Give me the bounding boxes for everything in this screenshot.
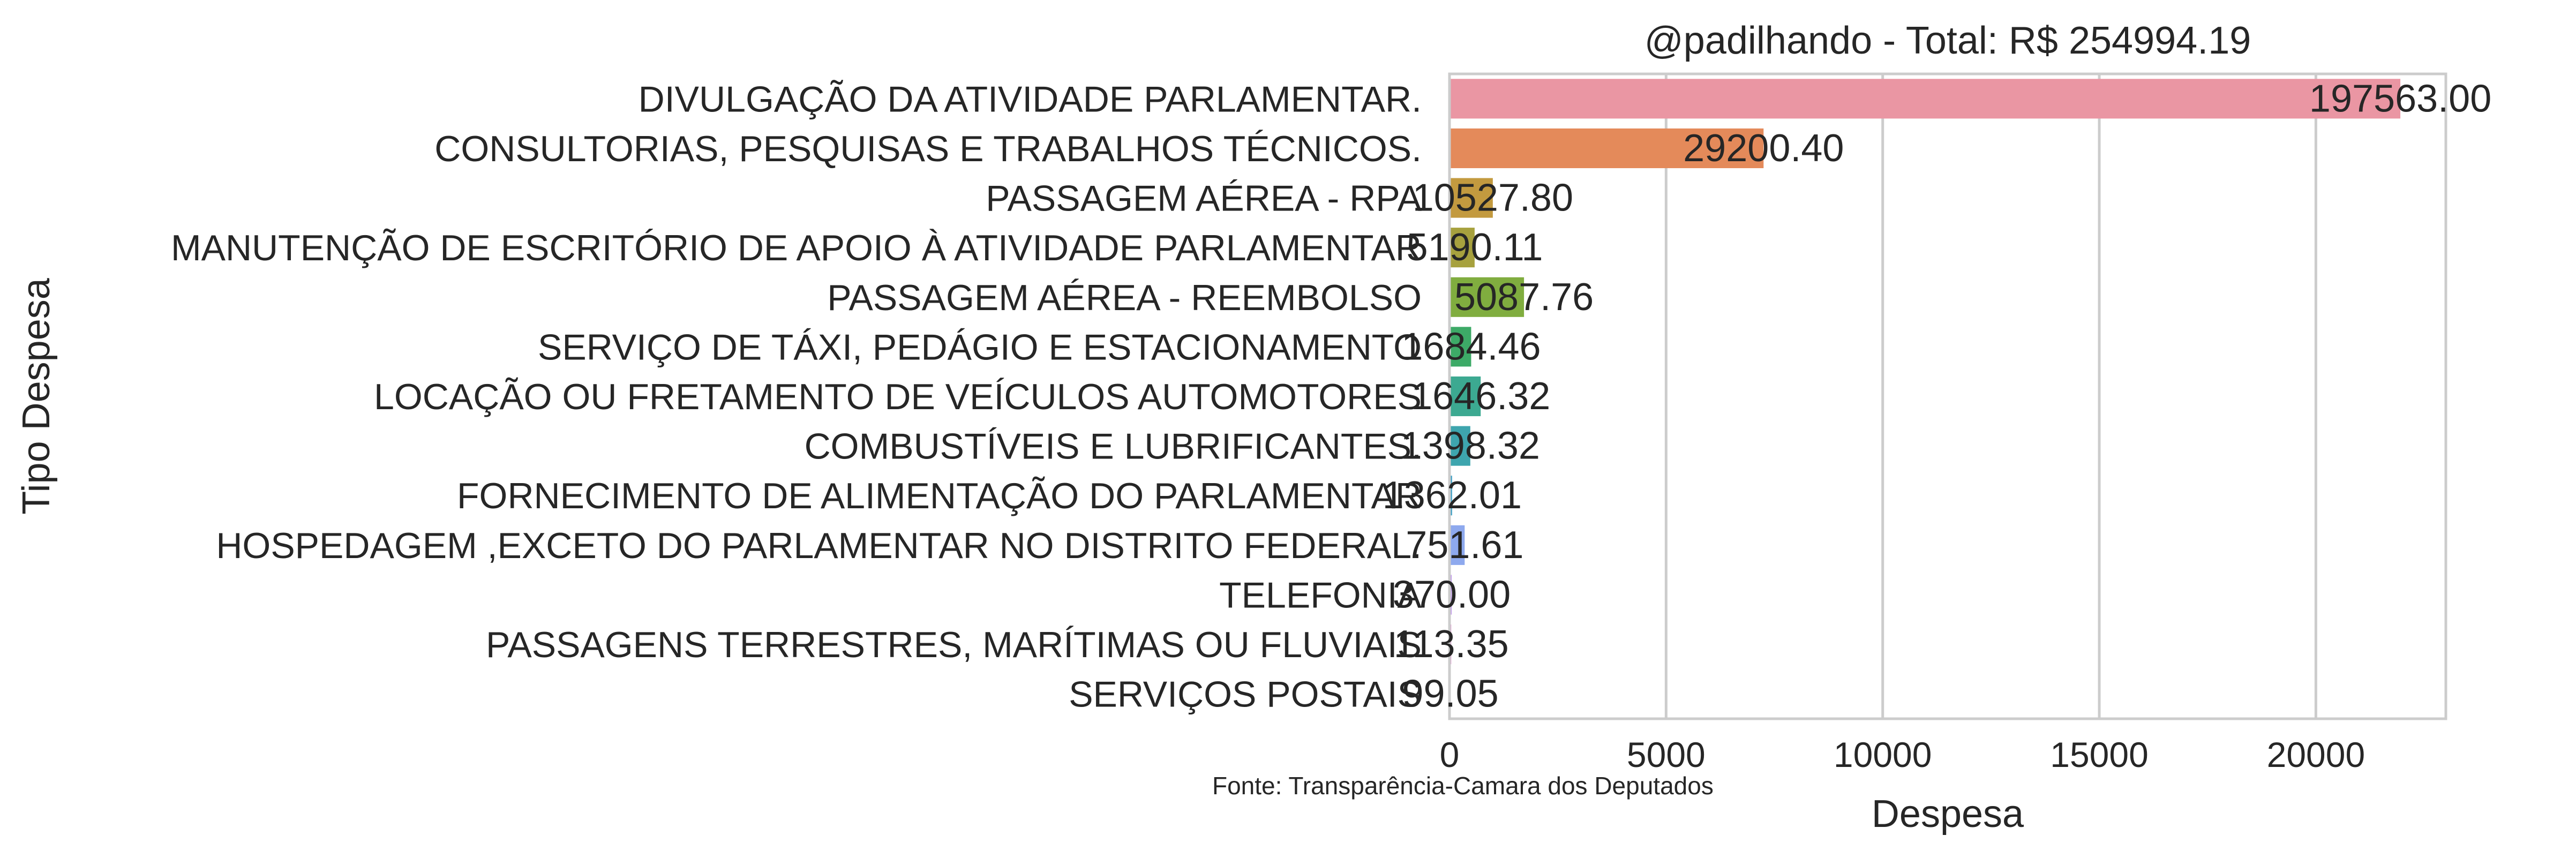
data-label: 1398.32: [1401, 425, 1540, 468]
data-label: 5190.11: [1406, 226, 1543, 269]
bar: [1450, 277, 1524, 317]
category-label: CONSULTORIAS, PESQUISAS E TRABALHOS TÉCN…: [434, 129, 1422, 169]
data-labels: 197563.00 29200.40 10527.80 5190.11 5087.76 1…: [1383, 77, 2492, 715]
x-tick-label: 15000: [2050, 735, 2149, 774]
data-label: 5087.76: [1454, 276, 1594, 319]
bar: [1450, 525, 1465, 565]
category-label: PASSAGEM AÉREA - RPA: [986, 178, 1422, 219]
category-label: COMBUSTÍVEIS E LUBRIFICANTES.: [805, 426, 1422, 467]
x-tick-label: 5000: [1627, 735, 1706, 774]
category-label: TELEFONIA: [1219, 575, 1422, 615]
bars: [1450, 79, 2401, 714]
x-tick-labels: 0 5000 10000 15000 20000: [1440, 735, 2365, 774]
category-label: DIVULGAÇÃO DA ATIVIDADE PARLAMENTAR.: [639, 79, 1422, 119]
category-label: PASSAGENS TERRESTRES, MARÍTIMAS OU FLUVI…: [486, 624, 1422, 665]
category-label: MANUTENÇÃO DE ESCRITÓRIO DE APOIO À ATIV…: [171, 228, 1422, 268]
data-label: 113.35: [1394, 623, 1509, 666]
category-label: SERVIÇO DE TÁXI, PEDÁGIO E ESTACIONAMENT…: [538, 327, 1422, 367]
x-tick-label: 0: [1440, 735, 1460, 774]
data-label: 1684.46: [1401, 325, 1541, 368]
y-axis-label: Tipo Despesa: [15, 277, 58, 515]
x-tick-label: 10000: [1834, 735, 1932, 774]
bar: [1450, 376, 1481, 417]
bar: [1450, 426, 1470, 466]
source-note: Fonte: Transparência-Camara dos Deputado…: [1212, 772, 1714, 800]
chart-title: @padilhando - Total: R$ 254994.19: [1644, 19, 2251, 62]
data-label: 751.61: [1406, 524, 1523, 567]
category-label: LOCAÇÃO OU FRETAMENTO DE VEÍCULOS AUTOMO…: [374, 377, 1422, 417]
bar: [1450, 79, 2401, 119]
data-label: 29200.40: [1683, 127, 1844, 170]
bar: [1450, 178, 1493, 218]
data-label: 99.05: [1402, 673, 1499, 716]
data-label: 10527.80: [1413, 177, 1573, 220]
grid-lines: [1664, 74, 2317, 719]
data-label: 197563.00: [2309, 77, 2491, 120]
category-label: SERVIÇOS POSTAIS: [1069, 674, 1422, 715]
data-label: 1362.01: [1383, 474, 1522, 517]
data-label: 370.00: [1393, 573, 1511, 616]
plot-frame: [1448, 72, 2447, 720]
bar: [1450, 128, 1764, 168]
category-label: PASSAGEM AÉREA - REEMBOLSO: [827, 277, 1422, 318]
x-axis-label: Despesa: [1872, 793, 2024, 836]
bar: [1450, 228, 1475, 268]
category-label: HOSPEDAGEM ,EXCETO DO PARLAMENTAR NO DIS…: [216, 525, 1422, 566]
x-tick-label: 20000: [2267, 735, 2365, 774]
category-labels: DIVULGAÇÃO DA ATIVIDADE PARLAMENTAR. CONS…: [171, 79, 1422, 714]
category-label: FORNECIMENTO DE ALIMENTAÇÃO DO PARLAMENT…: [457, 476, 1422, 516]
data-label: 1646.32: [1411, 375, 1550, 418]
bar: [1450, 327, 1471, 367]
